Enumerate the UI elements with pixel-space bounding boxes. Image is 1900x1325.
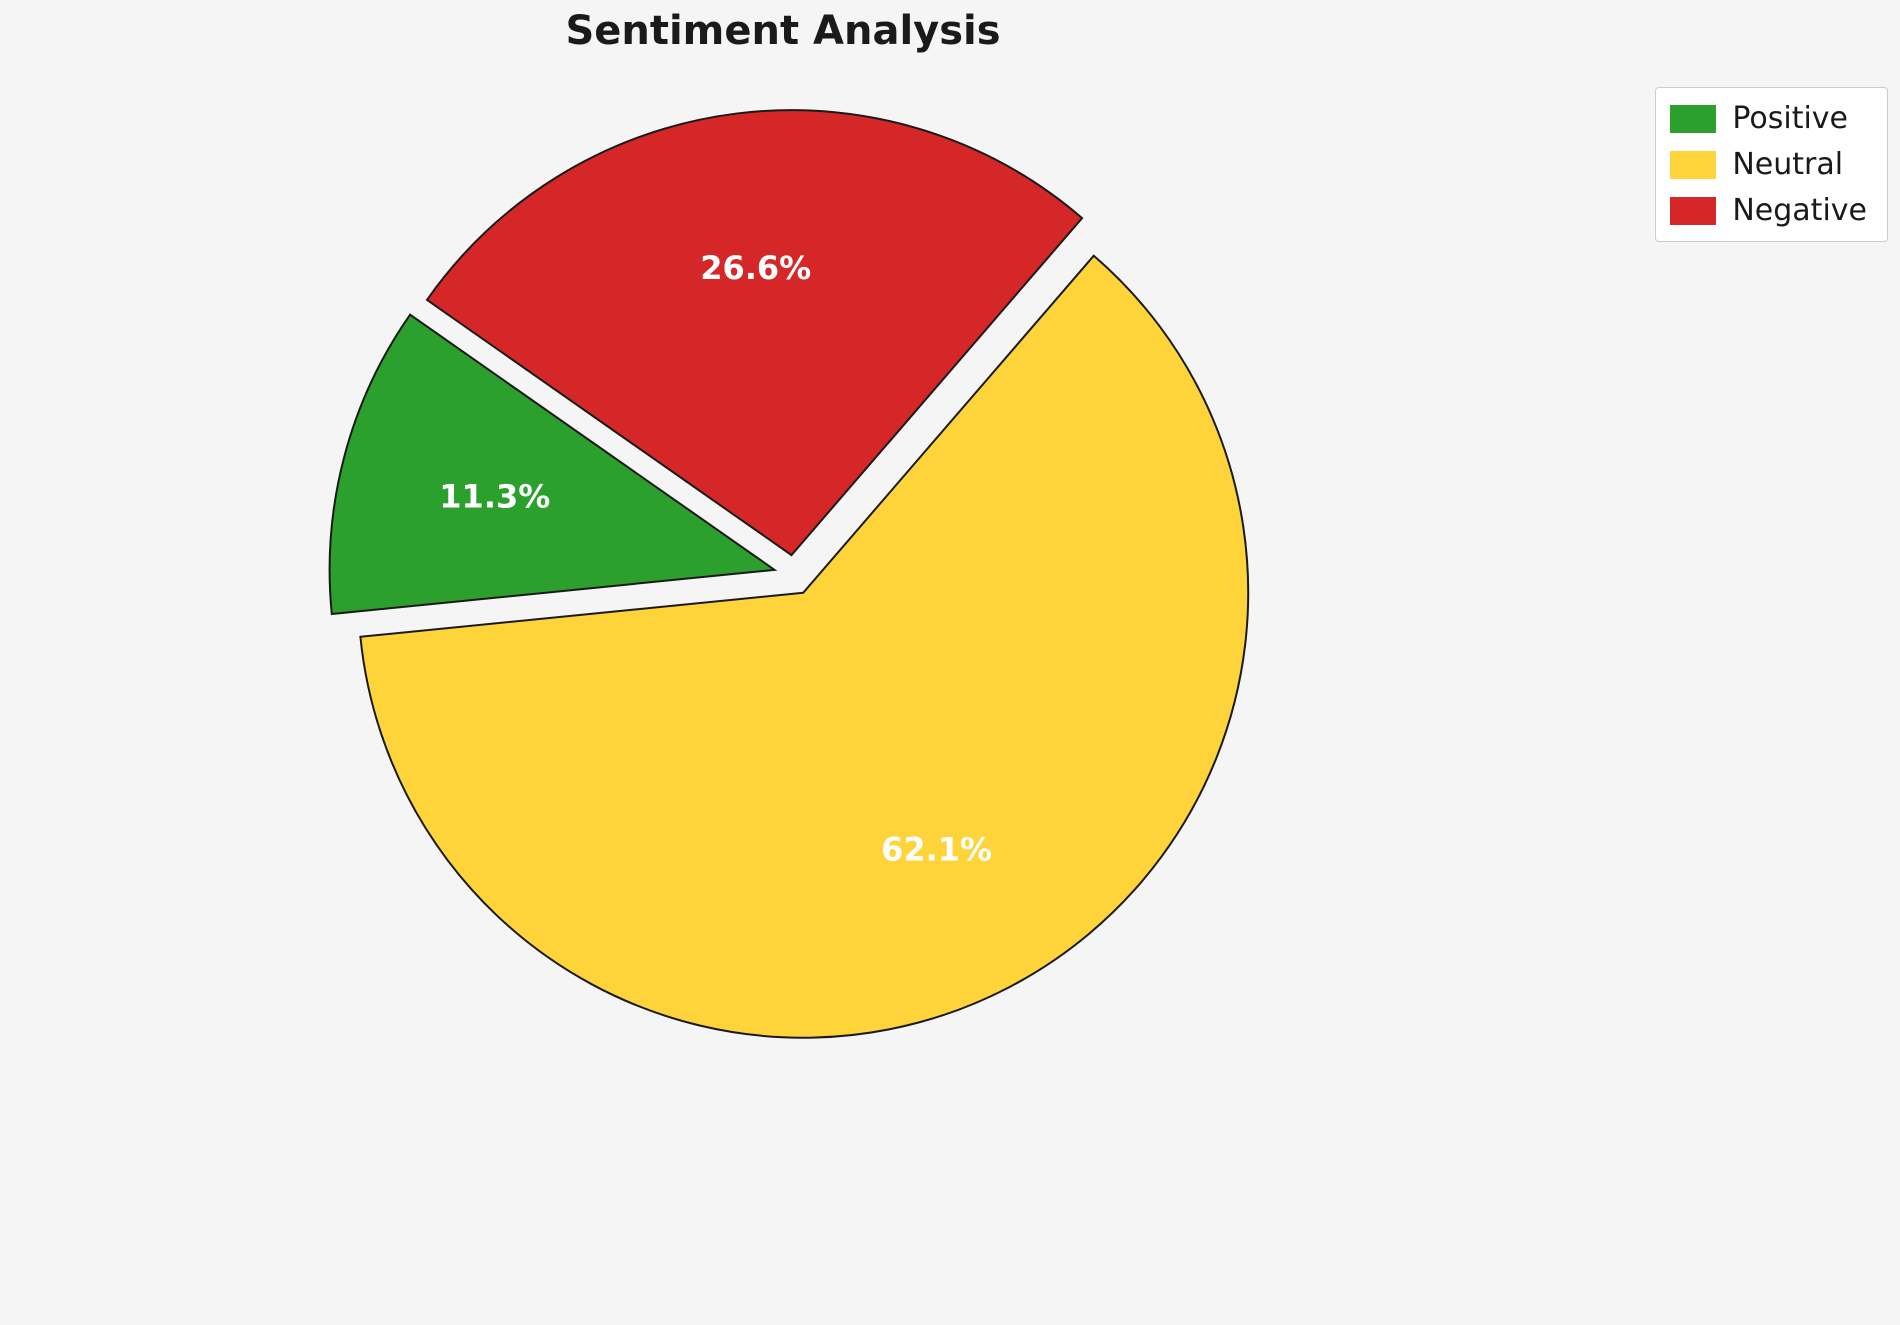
legend-label-neutral: Neutral	[1732, 147, 1844, 182]
chart-title: Sentiment Analysis	[565, 8, 1001, 54]
pie-slice-negative	[425, 109, 1084, 557]
pie-slice-neutral	[359, 254, 1250, 1039]
legend-swatch-neutral	[1670, 150, 1717, 179]
legend-swatch-negative	[1670, 196, 1717, 225]
legend-item-positive: Positive	[1670, 102, 1867, 135]
pie-slice-positive	[328, 313, 778, 616]
legend-label-positive: Positive	[1732, 101, 1849, 136]
pie-label-neutral: 62.1%	[881, 830, 992, 868]
legend-swatch-positive	[1670, 104, 1717, 133]
legend-item-negative: Negative	[1670, 194, 1867, 227]
pie-label-negative: 26.6%	[700, 249, 811, 287]
legend-item-neutral: Neutral	[1670, 148, 1867, 181]
legend: Positive Neutral Negative	[1655, 87, 1888, 242]
pie-label-positive: 11.3%	[439, 478, 550, 516]
legend-label-negative: Negative	[1732, 193, 1867, 228]
